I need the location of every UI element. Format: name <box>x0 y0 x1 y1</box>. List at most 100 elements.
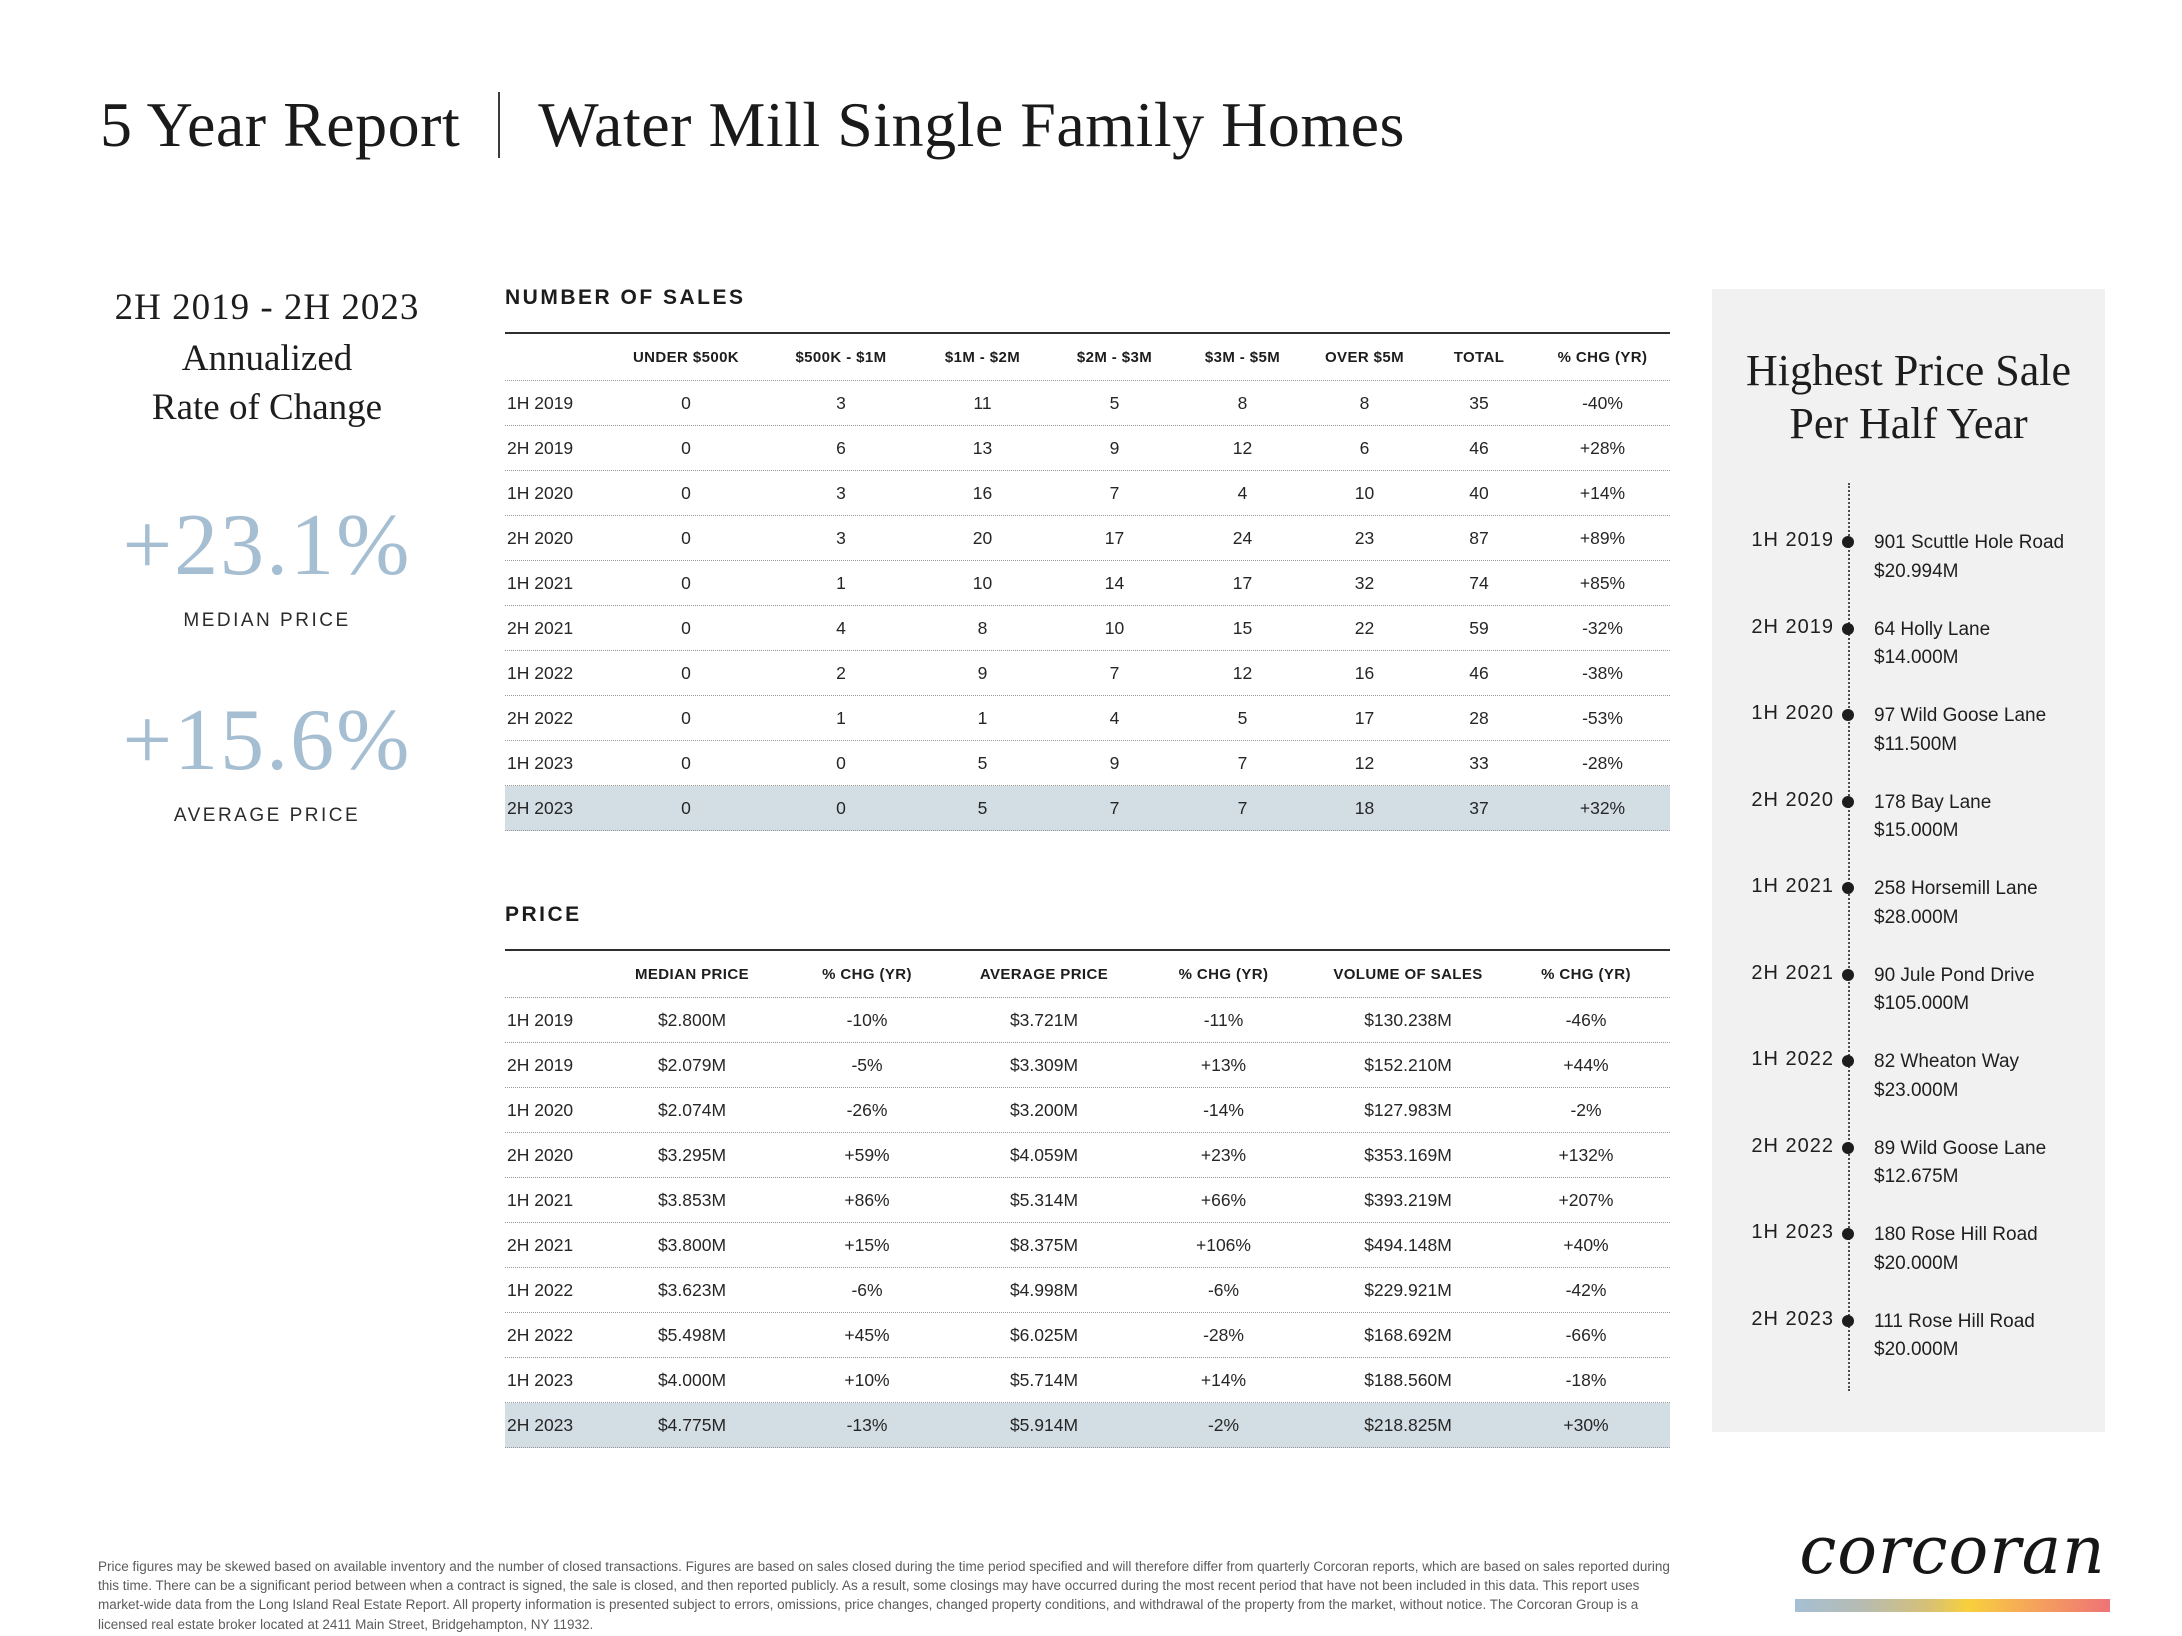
timeline-period-label: 2H 2023 <box>1751 1307 1834 1330</box>
table-cell: 4 <box>836 617 846 638</box>
table-cell: -38% <box>1582 662 1623 683</box>
table-cell: -46% <box>1565 1009 1607 1030</box>
table-cell: -26% <box>846 1099 888 1120</box>
row-period-label: 2H 2023 <box>507 797 574 818</box>
column-header: VOLUME OF SALES <box>1333 965 1483 983</box>
table-cell: 15 <box>1232 617 1253 638</box>
timeline-sale-text: 180 Rose Hill Road $20.000M <box>1874 1221 2099 1278</box>
table-cell: -66% <box>1565 1324 1607 1345</box>
table-row: 2H 2021 $3.800M +15% $8.375M +106% $494.148M +… <box>505 1223 1670 1268</box>
table-cell: 24 <box>1232 527 1253 548</box>
number-of-sales-section: NUMBER OF SALES UNDER $500K $500K - $1M $1… <box>505 286 1670 831</box>
sale-price: $15.000M <box>1874 820 1959 841</box>
table-cell: +66% <box>1200 1189 1247 1210</box>
table-row: 1H 2022 $3.623M -6% $4.998M -6% $229.921M -42% <box>505 1268 1670 1313</box>
table-cell: +28% <box>1579 437 1626 458</box>
timeline-sale-text: 901 Scuttle Hole Road $20.994M <box>1874 529 2099 586</box>
table-cell: +85% <box>1579 572 1626 593</box>
table-row: 1H 2022 0 2 9 7 12 16 46 -38% <box>505 651 1670 696</box>
title-divider <box>498 92 501 158</box>
table-row: 2H 2021 0 4 8 10 15 22 59 -32% <box>505 606 1670 651</box>
table-row: 1H 2021 $3.853M +86% $5.314M +66% $393.219M +2… <box>505 1178 1670 1223</box>
table-row: 1H 2020 $2.074M -26% $3.200M -14% $127.983M -2… <box>505 1088 1670 1133</box>
table-cell: 46 <box>1469 662 1489 683</box>
timeline-period-label: 1H 2022 <box>1751 1048 1834 1070</box>
table-cell: $4.998M <box>1009 1279 1079 1300</box>
table-cell: +59% <box>844 1144 890 1165</box>
table-cell: 28 <box>1469 707 1489 728</box>
column-header: % CHG (YR) <box>1178 965 1269 983</box>
timeline-dot-icon <box>1842 622 1854 635</box>
sale-price: $20.000M <box>1874 1252 1959 1274</box>
row-period-label: 1H 2022 <box>507 662 574 683</box>
timeline-period-label: 2H 2020 <box>1751 788 1834 811</box>
table-row: 2H 2022 $5.498M +45% $6.025M -28% $168.692M -6… <box>505 1313 1670 1358</box>
row-period-label: 1H 2020 <box>507 482 574 503</box>
table-cell: 8 <box>1237 392 1248 413</box>
column-header: UNDER $500K <box>632 348 740 366</box>
sale-address: 180 Rose Hill Road <box>1874 1224 2038 1245</box>
page-title-right: Water Mill Single Family Homes <box>538 89 1405 160</box>
timeline-sale-text: 64 Holly Lane $14.000M <box>1874 616 2099 673</box>
table-cell: $5.498M <box>657 1324 727 1345</box>
table-cell: +13% <box>1200 1054 1247 1075</box>
sale-price: $105.000M <box>1874 993 1970 1014</box>
table-cell: 20 <box>972 527 993 548</box>
table-cell: $218.825M <box>1364 1414 1452 1435</box>
median-price-change-value: +23.1% <box>122 496 412 594</box>
table-cell: $5.914M <box>1009 1414 1079 1435</box>
row-period-label: 2H 2021 <box>507 617 574 638</box>
table-row: 1H 2020 0 3 16 7 4 10 40 +14% <box>505 471 1670 516</box>
table-cell: 33 <box>1469 752 1489 773</box>
table-cell: -6% <box>1207 1279 1240 1300</box>
table-cell: $4.059M <box>1009 1144 1079 1165</box>
column-header: $1M - $2M <box>944 348 1021 366</box>
table-cell: +106% <box>1196 1234 1251 1255</box>
table-cell: +44% <box>1563 1054 1609 1075</box>
table-cell: +32% <box>1579 797 1626 818</box>
table-cell: -32% <box>1582 617 1623 638</box>
table-row: 1H 2021 0 1 10 14 17 32 74 +85% <box>505 561 1670 606</box>
table-cell: -40% <box>1582 392 1623 413</box>
brand-gradient-bar <box>1795 1599 2110 1612</box>
table-cell: -14% <box>1203 1099 1244 1120</box>
table-cell: $2.800M <box>657 1009 727 1030</box>
table-cell: +23% <box>1200 1144 1247 1165</box>
table-cell: $3.295M <box>657 1144 727 1165</box>
table-cell: -28% <box>1203 1324 1244 1345</box>
timeline-dot-icon <box>1842 1141 1854 1154</box>
stat-heading-line1: Annualized <box>181 338 353 379</box>
page-title: 5 Year Report Water Mill Single Family H… <box>100 88 1405 162</box>
column-header: % CHG (YR) <box>822 965 912 983</box>
page-title-left: 5 Year Report <box>100 89 461 160</box>
table-cell: $168.692M <box>1364 1324 1452 1345</box>
timeline-period-label: 1H 2019 <box>1751 529 1834 551</box>
table-cell: $494.148M <box>1364 1234 1452 1255</box>
average-price-label: AVERAGE PRICE <box>173 804 361 826</box>
table-cell: 3 <box>836 527 846 548</box>
row-period-label: 1H 2023 <box>507 752 574 773</box>
table-cell: $8.375M <box>1009 1234 1079 1255</box>
table-cell: -11% <box>1203 1009 1244 1030</box>
table-cell: 35 <box>1469 392 1489 413</box>
column-header: TOTAL <box>1453 348 1505 366</box>
row-period-label: 1H 2022 <box>507 1279 574 1300</box>
sale-address: 111 Rose Hill Road <box>1874 1310 2035 1332</box>
table-cell: 0 <box>681 617 691 638</box>
table-row: 2H 2019 0 6 13 9 12 6 46 +28% <box>505 426 1670 471</box>
row-period-label: 1H 2019 <box>507 392 574 413</box>
table-cell: +14% <box>1579 482 1626 503</box>
table-cell: 3 <box>836 392 846 413</box>
stat-heading: Annualized Rate of Change <box>68 335 466 433</box>
timeline-dot-icon <box>1842 968 1854 981</box>
timeline-dotted-line <box>1848 483 1850 1391</box>
row-period-label: 1H 2023 <box>507 1369 574 1390</box>
table-cell: -53% <box>1582 707 1623 728</box>
table-cell: +132% <box>1558 1144 1614 1165</box>
sale-address: 258 Horsemill Lane <box>1874 878 2038 899</box>
price-title: PRICE <box>505 903 582 926</box>
table-cell: $3.721M <box>1009 1009 1079 1030</box>
sale-address: 82 Wheaton Way <box>1874 1051 2020 1072</box>
table-cell: 0 <box>681 482 691 503</box>
table-row: 1H 2019 0 3 11 5 8 8 35 -40% <box>505 381 1670 426</box>
